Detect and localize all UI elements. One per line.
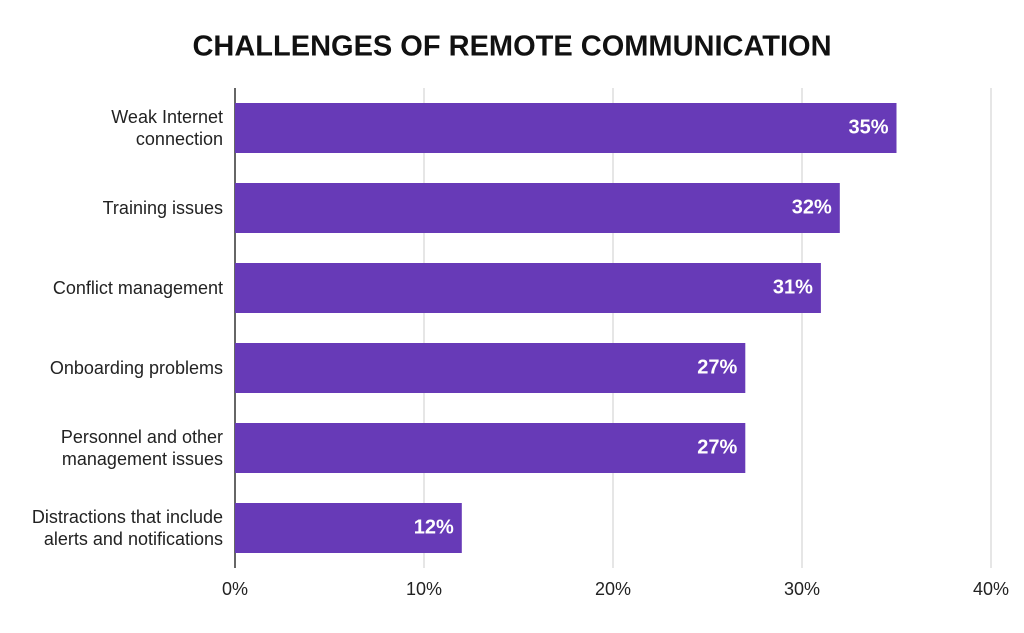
value-label: 35% (848, 116, 888, 138)
value-label: 12% (414, 516, 454, 538)
value-label: 27% (697, 436, 737, 458)
y-tick-label: Personnel and other management issues (60, 427, 223, 469)
y-tick-label: Conflict management (52, 278, 223, 298)
bar (235, 423, 746, 473)
y-tick-label: Distractions that include alerts and not… (31, 507, 223, 549)
x-tick-label: 40% (973, 579, 1009, 599)
y-tick-label: Onboarding problems (49, 358, 223, 378)
y-tick-label: Weak Internet connection (111, 107, 223, 149)
value-label: 31% (773, 276, 813, 298)
bar (235, 503, 462, 553)
bar (235, 343, 746, 393)
x-tick-label: 30% (784, 579, 820, 599)
value-label: 27% (697, 356, 737, 378)
bar (235, 263, 821, 313)
x-tick-label: 10% (406, 579, 442, 599)
bar (235, 183, 840, 233)
value-label: 32% (792, 196, 832, 218)
y-tick-label: Training issues (102, 198, 223, 218)
x-tick-label: 0% (222, 579, 248, 599)
bar (235, 103, 897, 153)
chart-title: CHALLENGES OF REMOTE COMMUNICATION (192, 31, 831, 63)
x-tick-label: 20% (595, 579, 631, 599)
